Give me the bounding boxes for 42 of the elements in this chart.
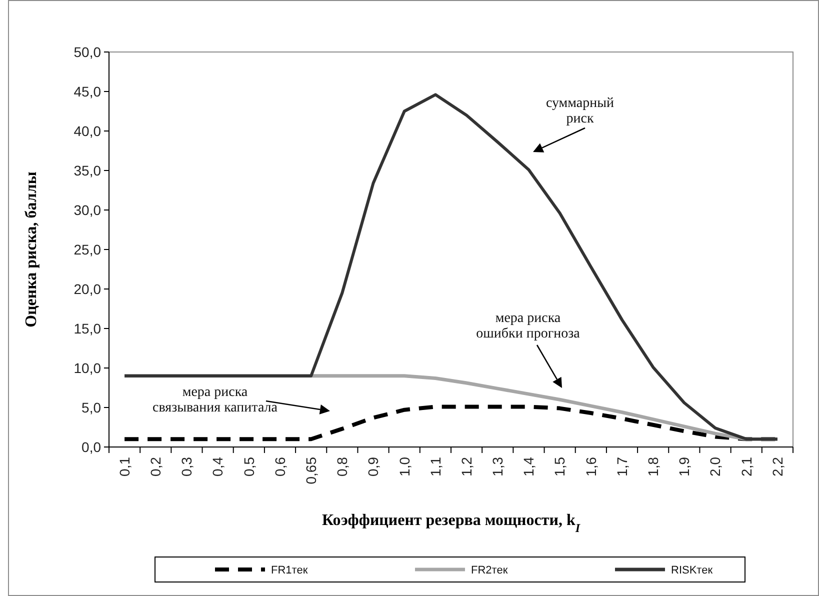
- x-tick-label: 0,3: [178, 456, 195, 476]
- y-tick-label: 10,0: [74, 360, 102, 376]
- y-axis-title: Оценка риска, баллы: [23, 171, 40, 328]
- x-tick-label: 2,2: [769, 456, 786, 476]
- line-series: [123, 93, 779, 441]
- x-tick-label: 1,5: [552, 456, 568, 476]
- legend-label: RISKтек: [671, 564, 713, 576]
- x-tick-label: 0,6: [272, 456, 288, 476]
- x-tick-label: 1,0: [396, 456, 412, 476]
- y-tick-label: 50,0: [74, 44, 102, 60]
- x-tick-label: 1,4: [520, 456, 537, 476]
- x-tick-label: 2,1: [738, 456, 754, 476]
- y-tick-label: 15,0: [74, 320, 102, 336]
- legend-label: FR2тек: [471, 564, 508, 576]
- x-axis-title: Коэффициент резерва мощности, k$_{I}$: [322, 512, 582, 535]
- x-tick-label: 2,0: [707, 456, 724, 476]
- y-tick-label: 5,0: [82, 399, 102, 416]
- x-tick-label: 1,9: [676, 456, 692, 476]
- y-tick-label: 20,0: [74, 280, 102, 297]
- x-tick-label: 1,2: [458, 456, 474, 476]
- x-tick-label: 1,6: [582, 456, 599, 476]
- x-tick-label: 1,8: [644, 456, 661, 476]
- x-tick-label: 0,8: [334, 456, 350, 476]
- x-tick-label: 0,65: [302, 456, 319, 484]
- y-tick-label: 45,0: [74, 83, 102, 100]
- y-tick-label: 0,0: [82, 438, 102, 455]
- x-tick-label: 1,1: [427, 456, 444, 476]
- x-tick-label: 1,7: [614, 456, 630, 476]
- y-tick-label: 30,0: [74, 202, 102, 218]
- x-tick-label: 0,2: [148, 456, 164, 476]
- x-tick-label: 1,3: [490, 456, 506, 476]
- y-tick-label: 35,0: [74, 162, 102, 178]
- x-tick-label: 0,9: [365, 456, 382, 476]
- annotation: суммарный риск: [546, 96, 615, 126]
- annotation: мера риска связывания капитала: [152, 385, 278, 416]
- x-tick-label: 0,5: [240, 456, 257, 476]
- x-tick-label: 0,4: [210, 456, 226, 476]
- legend-label: FR1тек: [271, 564, 308, 576]
- x-tick-label: 0,1: [116, 456, 132, 476]
- y-tick-label: 40,0: [74, 122, 102, 139]
- annotation: мера риска ошибки прогноза: [476, 311, 581, 342]
- y-tick-label: 25,0: [74, 241, 102, 258]
